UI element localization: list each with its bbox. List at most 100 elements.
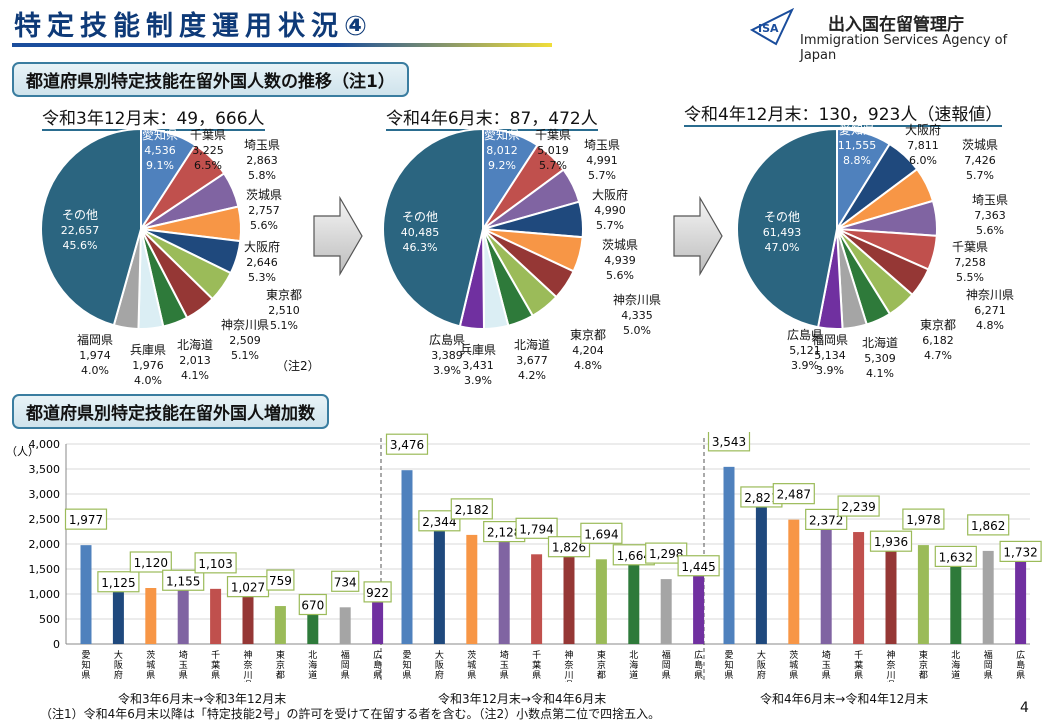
- bar-value-label: 2,487: [777, 488, 811, 502]
- pie-slice-label: 埼玉県: [243, 138, 280, 152]
- pie-slice-pct: 5.1%: [270, 319, 298, 332]
- x-category-char: 県: [211, 670, 220, 681]
- pie-slice-value: 5,309: [864, 352, 896, 365]
- bar-value-label: 1,125: [101, 576, 135, 590]
- bar-value-box: [869, 530, 913, 552]
- x-category-char: 県: [179, 670, 188, 681]
- x-category-char: 県: [854, 670, 863, 681]
- bar: [563, 552, 575, 644]
- pie-slice-label: 兵庫県 3,431 3.9%: [448, 343, 508, 388]
- x-category-char: 阪: [435, 660, 444, 671]
- arrow-right-icon: [313, 196, 363, 276]
- bar: [372, 597, 384, 644]
- pie-slice-label: 福岡県: [811, 333, 848, 347]
- pie-slice-label: 北海道 5,309 4.1%: [850, 336, 910, 381]
- pie-slice-value: 4,204: [572, 344, 604, 357]
- bar-value-box: [999, 540, 1042, 563]
- bar-value-box: [515, 517, 558, 539]
- bar: [498, 537, 510, 644]
- footnote: （注1）令和4年6月末以降は「特定技能2号」の許可を受けて在留する者を含む。（注…: [40, 707, 661, 721]
- x-category-char: 都: [597, 670, 606, 681]
- pie-slice-label: 大阪府: [591, 188, 628, 202]
- pie-slice: [736, 127, 838, 329]
- pie-slice-value: 2,013: [179, 354, 211, 367]
- pie-slice-value: 4,536: [144, 144, 176, 157]
- pie-slice-value: 40,485: [400, 226, 440, 239]
- bar: [433, 526, 445, 644]
- increase-bar-chart: （人） 0 500 1,000 1,500 2,000 2,500 3,000 3,500 4,0…: [6, 432, 1042, 682]
- bar: [401, 470, 413, 644]
- x-category-char: 東: [276, 649, 285, 661]
- bar: [307, 610, 319, 644]
- bar-value-box: [805, 508, 848, 531]
- bar: [210, 588, 222, 644]
- pie-slice-value: 3,431: [462, 359, 494, 372]
- x-category-char: 千: [532, 650, 541, 661]
- bar: [177, 586, 189, 644]
- bar-value-box: [580, 522, 623, 544]
- x-category-char: 県: [81, 670, 90, 681]
- x-category-char: 東: [919, 649, 928, 661]
- pie-slice-pct: 5.8%: [248, 169, 276, 182]
- pie-slice-label: 埼玉県: [971, 193, 1008, 207]
- bar: [595, 559, 607, 644]
- pie-slice-pct: 3.9%: [791, 359, 819, 372]
- x-category-char: 県: [500, 670, 509, 681]
- pie-slice-label: 茨城県 4,939 5.6%: [590, 238, 650, 283]
- pie-slice-label: 東京都 2,510 5.1%: [254, 288, 314, 333]
- pie-slice-value: 4,990: [594, 204, 626, 217]
- pie-chart-2022-06: [382, 127, 584, 331]
- pie-slice-label: 北海道 2,013 4.1%: [165, 338, 225, 383]
- arrow-right-icon: [673, 196, 723, 276]
- pie-slice-label: その他 40,485 46.3%: [390, 210, 450, 255]
- bar-value-box: [967, 514, 1010, 536]
- x-category-char: 都: [276, 670, 285, 681]
- pie-slice-label: 大阪府: [243, 240, 280, 254]
- pie-slice-value: 7,363: [974, 209, 1006, 222]
- x-category-char: 城: [467, 660, 476, 671]
- group1-label: 令和3年6月末→令和3年12月末: [118, 692, 287, 706]
- pie-slice-value: 5,134: [814, 349, 846, 362]
- x-category-char: 茨: [467, 649, 476, 661]
- y-tick-label: 1,500: [29, 563, 61, 576]
- pie-slice-value: 7,811: [907, 139, 939, 152]
- bar-value-label: 1,978: [906, 513, 940, 527]
- x-category-char: 阪: [114, 660, 123, 671]
- pie-slice-label: 愛知県: [483, 128, 520, 142]
- pie-slice-label: 福岡県: [76, 333, 113, 347]
- bar-value-box: [385, 433, 429, 455]
- bar: [723, 466, 735, 644]
- pie-slice-pct: 5.6%: [606, 269, 634, 282]
- pie-slice-value: 11,555: [837, 139, 877, 152]
- x-category-char: 葉: [211, 659, 220, 671]
- pie-slice-label: 福岡県 1,974 4.0%: [65, 333, 125, 378]
- y-tick-label: 3,500: [29, 463, 61, 476]
- x-category-char: 奈: [886, 659, 895, 671]
- bar: [80, 545, 92, 644]
- bar: [242, 592, 254, 644]
- x-category-char: 千: [854, 650, 863, 661]
- bar-value-box: [547, 536, 591, 558]
- pie-slice-label: 千葉県 5,019 5.7%: [523, 128, 583, 173]
- x-category-char: 岡: [662, 660, 671, 671]
- pie-slice-label: 埼玉県: [583, 138, 620, 152]
- x-category-char: 府: [757, 669, 766, 681]
- y-tick-label: 0: [53, 638, 60, 651]
- pie-slice-pct: 9.1%: [146, 159, 174, 172]
- bar: [982, 550, 994, 644]
- bar-value-label: 2,128: [487, 526, 521, 540]
- pie-slice-value: 1,976: [132, 359, 164, 372]
- x-category-char: 県: [694, 670, 703, 681]
- pie-slice-pct: 5.7%: [966, 169, 994, 182]
- x-category-char: 北: [951, 650, 960, 661]
- bar-value-label: 1,977: [69, 513, 103, 527]
- title-underline: [12, 43, 552, 47]
- pie-slice-value: 1,974: [79, 349, 111, 362]
- bar-value-box: [64, 508, 108, 530]
- pie-slice-pct: 46.3%: [402, 241, 438, 254]
- bar-value-box: [837, 495, 880, 517]
- x-category-char: 海: [951, 659, 960, 671]
- pie-slice-pct: 4.8%: [574, 359, 602, 372]
- x-category-char: 玉: [179, 660, 188, 671]
- pie-slice-label: 埼玉県 4,991 5.7%: [572, 138, 632, 183]
